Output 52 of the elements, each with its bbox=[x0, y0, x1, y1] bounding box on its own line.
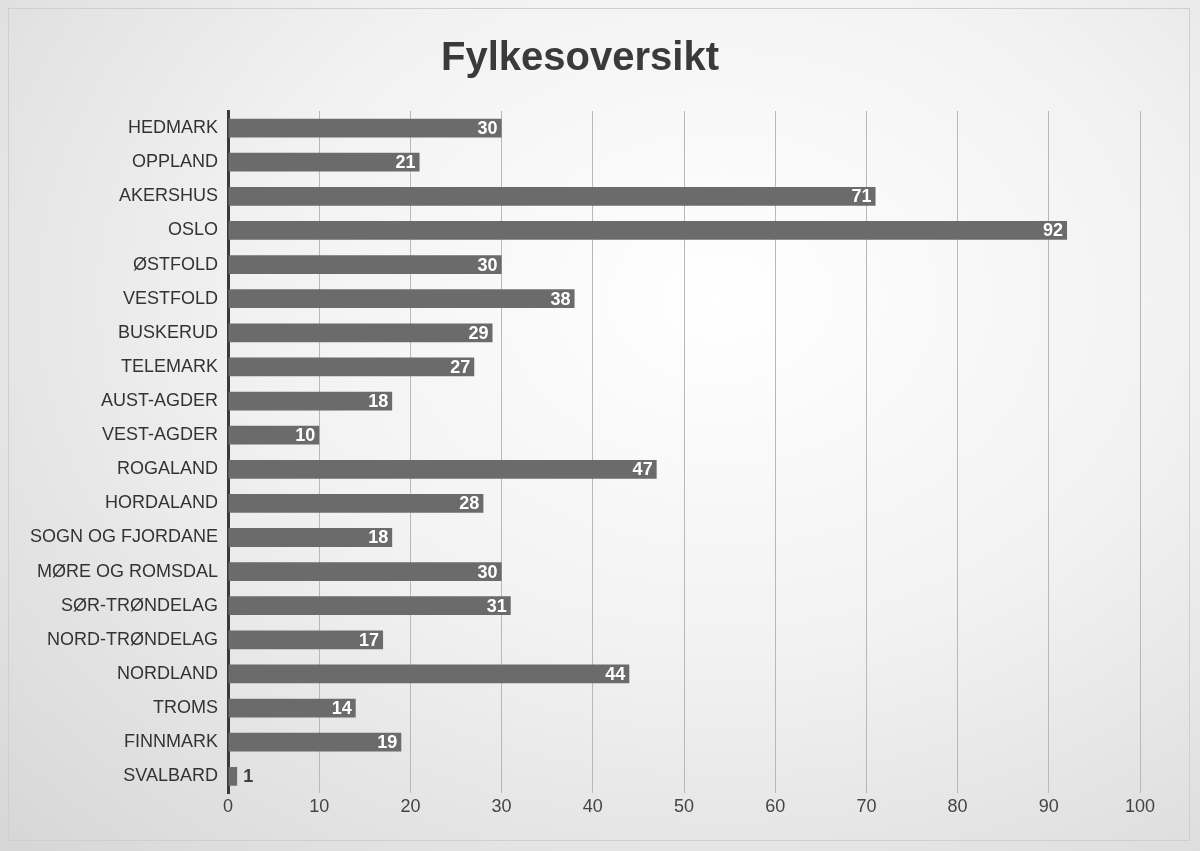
y-tick-label: OPPLAND bbox=[131, 151, 219, 172]
data-label: 18 bbox=[368, 527, 389, 548]
x-tick-label: 30 bbox=[491, 796, 512, 817]
y-tick-label: VEST-AGDER bbox=[101, 424, 219, 445]
data-label: 44 bbox=[605, 663, 626, 684]
y-tick-label: SOGN OG FJORDANE bbox=[30, 526, 219, 547]
x-tick-label: 70 bbox=[856, 796, 877, 817]
x-tick-label: 100 bbox=[1124, 796, 1156, 817]
y-tick-label: ROGALAND bbox=[116, 458, 219, 479]
x-tick-label: 20 bbox=[400, 796, 421, 817]
x-tick-label: 10 bbox=[309, 796, 330, 817]
data-label: 31 bbox=[486, 595, 507, 616]
data-label: 18 bbox=[368, 390, 389, 411]
data-label: 47 bbox=[632, 459, 653, 480]
y-tick-label: SVALBARD bbox=[123, 765, 219, 786]
y-tick-label: AUST-AGDER bbox=[100, 389, 219, 410]
data-label: 17 bbox=[359, 629, 380, 650]
data-label: 27 bbox=[450, 356, 471, 377]
data-label: 30 bbox=[477, 561, 498, 582]
data-label: 92 bbox=[1043, 220, 1064, 241]
x-tick-label: 60 bbox=[765, 796, 786, 817]
y-tick-label: SØR-TRØNDELAG bbox=[60, 594, 219, 615]
data-label: 10 bbox=[295, 425, 316, 446]
y-tick-label: BUSKERUD bbox=[117, 321, 219, 342]
y-tick-label: AKERSHUS bbox=[118, 185, 219, 206]
data-label: 28 bbox=[459, 493, 480, 514]
y-tick-label: VESTFOLD bbox=[122, 287, 219, 308]
data-label: 21 bbox=[395, 152, 416, 173]
x-tick-label: 50 bbox=[673, 796, 695, 817]
data-label: 19 bbox=[377, 732, 398, 753]
data-label: 71 bbox=[851, 186, 872, 207]
y-tick-label: OSLO bbox=[167, 219, 219, 240]
x-tick-label: 0 bbox=[223, 796, 234, 817]
y-tick-label: NORDLAND bbox=[117, 662, 219, 683]
chart-title: Fylkesoversikt bbox=[441, 34, 719, 79]
y-tick-label: TELEMARK bbox=[120, 355, 219, 376]
y-tick-label: HEDMARK bbox=[128, 117, 219, 138]
data-label: 14 bbox=[331, 698, 352, 719]
y-tick-label: HORDALAND bbox=[104, 492, 219, 513]
x-tick-label: 40 bbox=[582, 796, 603, 817]
x-tick-label: 90 bbox=[1038, 796, 1059, 817]
data-label: 1 bbox=[243, 766, 254, 787]
data-label: 29 bbox=[468, 322, 489, 343]
y-tick-label: ØSTFOLD bbox=[133, 253, 219, 274]
data-label: 38 bbox=[550, 288, 571, 309]
y-tick-label: TROMS bbox=[153, 697, 219, 718]
data-label: 30 bbox=[477, 254, 498, 275]
y-tick-label: MØRE OG ROMSDAL bbox=[36, 560, 219, 581]
x-tick-label: 80 bbox=[947, 796, 968, 817]
data-label: 30 bbox=[477, 118, 498, 139]
y-tick-label: FINNMARK bbox=[124, 731, 219, 752]
y-tick-label: NORD-TRØNDELAG bbox=[47, 628, 219, 649]
